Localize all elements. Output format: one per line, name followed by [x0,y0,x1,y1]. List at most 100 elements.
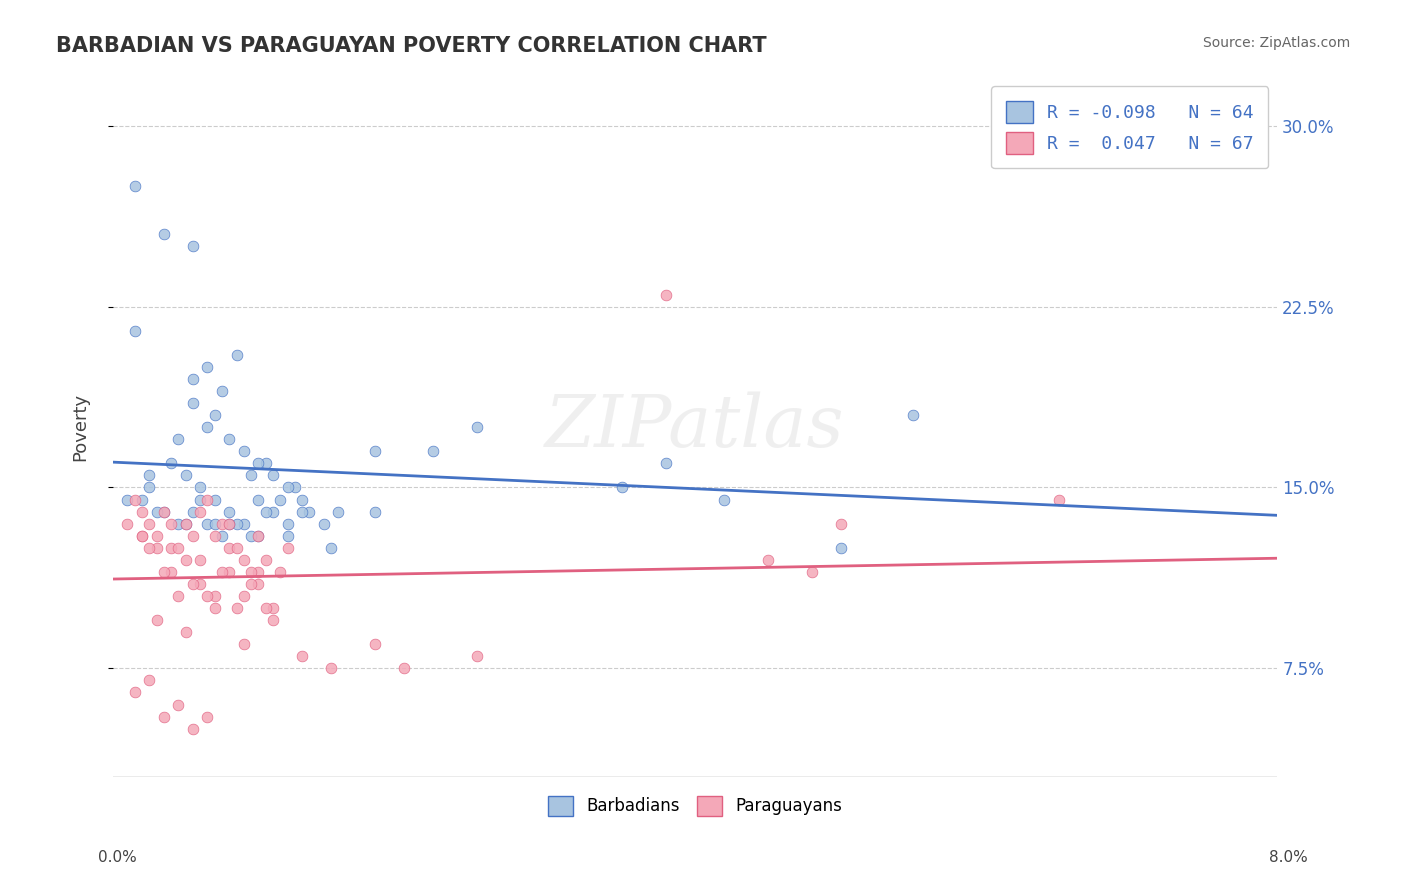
Point [167,541,190,555]
Point [465,420,488,434]
Point [204,492,226,507]
Point [167,516,190,531]
Point [138,468,160,483]
Point [204,408,226,422]
Point [124,178,146,193]
Point [284,480,307,494]
Point [167,432,190,446]
Text: 8.0%: 8.0% [1268,850,1308,865]
Point [204,516,226,531]
Point [276,529,298,543]
Point [188,553,211,567]
Point [160,565,183,579]
Point [713,492,735,507]
Point [138,541,160,555]
Point [211,516,233,531]
Point [291,505,314,519]
Point [218,516,240,531]
Point [181,505,204,519]
Point [262,613,284,627]
Point [1047,492,1070,507]
Point [152,505,174,519]
Point [218,516,240,531]
Point [152,227,174,242]
Point [291,649,314,664]
Point [262,505,284,519]
Point [181,239,204,253]
Point [181,577,204,591]
Point [138,673,160,688]
Point [422,444,444,458]
Point [232,637,254,651]
Point [276,516,298,531]
Point [167,698,190,712]
Point [392,661,415,675]
Point [167,589,190,603]
Point [188,480,211,494]
Point [197,516,219,531]
Point [197,420,219,434]
Point [225,601,247,615]
Point [225,516,247,531]
Point [269,565,291,579]
Point [204,589,226,603]
Point [291,492,314,507]
Point [152,565,174,579]
Point [197,589,219,603]
Point [197,359,219,374]
Point [145,613,167,627]
Point [262,468,284,483]
Point [232,444,254,458]
Point [269,492,291,507]
Point [181,722,204,736]
Point [197,492,219,507]
Point [655,287,678,301]
Point [117,516,139,531]
Point [197,709,219,723]
Text: 0.0%: 0.0% [98,850,138,865]
Point [181,529,204,543]
Point [124,492,146,507]
Point [364,444,387,458]
Point [225,348,247,362]
Text: ZIPatlas: ZIPatlas [546,392,845,462]
Point [181,396,204,410]
Point [247,456,270,470]
Point [188,505,211,519]
Point [364,505,387,519]
Point [298,505,321,519]
Point [152,505,174,519]
Point [321,661,343,675]
Point [830,516,852,531]
Point [276,480,298,494]
Point [218,565,240,579]
Point [138,516,160,531]
Point [254,456,277,470]
Point [117,492,139,507]
Y-axis label: Poverty: Poverty [72,393,89,461]
Text: Source: ZipAtlas.com: Source: ZipAtlas.com [1202,36,1350,50]
Point [174,516,197,531]
Point [211,384,233,398]
Point [328,505,350,519]
Point [138,480,160,494]
Point [124,324,146,338]
Text: BARBADIAN VS PARAGUAYAN POVERTY CORRELATION CHART: BARBADIAN VS PARAGUAYAN POVERTY CORRELAT… [56,36,766,55]
Point [218,432,240,446]
Point [756,553,779,567]
Point [204,601,226,615]
Point [131,492,153,507]
Point [145,541,167,555]
Point [204,529,226,543]
Point [218,541,240,555]
Point [181,372,204,386]
Point [254,553,277,567]
Point [465,649,488,664]
Point [247,577,270,591]
Point [247,529,270,543]
Point [247,492,270,507]
Point [655,456,678,470]
Point [152,709,174,723]
Point [174,625,197,640]
Point [131,505,153,519]
